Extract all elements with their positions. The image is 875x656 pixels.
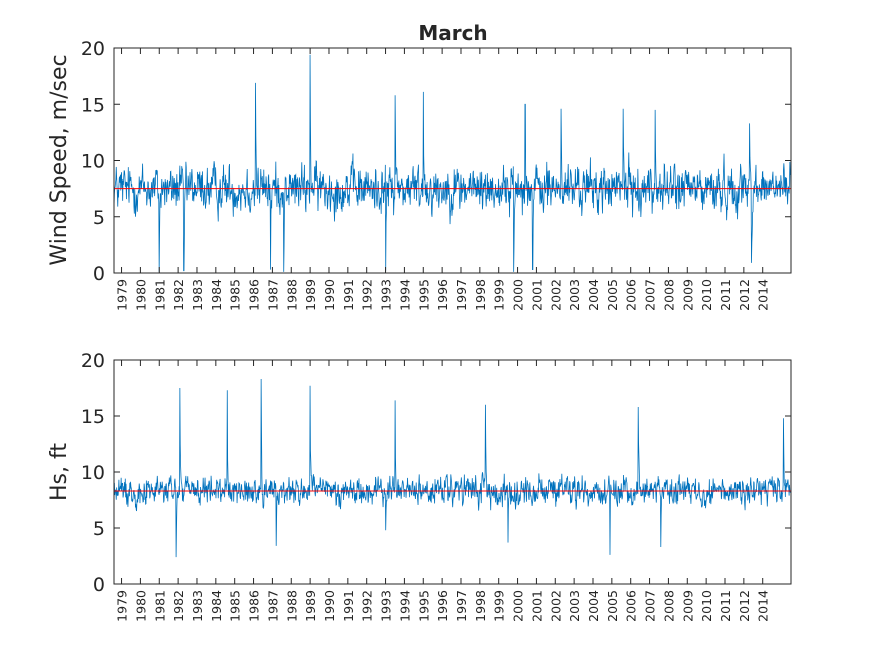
- y-axis-ticks: 0 5 10 15 20: [81, 350, 791, 596]
- x-tick-label: 1998: [473, 590, 488, 622]
- x-tick-label: 1995: [416, 590, 431, 622]
- series-line: [113, 379, 792, 558]
- wave-height-panel: 0 5 10 15 20 1979 1980 1981 1982 1983 1984 1985 198…: [47, 350, 792, 622]
- x-tick-label: 2011: [718, 279, 733, 311]
- x-tick-label: 2011: [718, 590, 733, 622]
- x-tick-label: 1986: [247, 279, 262, 311]
- x-tick-label: 1992: [360, 590, 375, 622]
- x-tick-label: 2008: [661, 279, 676, 311]
- x-tick-label: 1997: [454, 279, 469, 311]
- x-tick-label: 1987: [265, 590, 280, 622]
- y-tick-label: 0: [93, 574, 105, 596]
- y-tick-label: 5: [93, 518, 105, 540]
- x-tick-label: 1990: [322, 279, 337, 311]
- x-tick-label: 1995: [416, 279, 431, 311]
- x-tick-label: 2012: [737, 590, 752, 622]
- x-tick-label: 2010: [699, 279, 714, 311]
- x-tick-label: 2006: [624, 590, 639, 622]
- y-axis-ticks: 0 5 10 15 20: [81, 38, 791, 285]
- x-tick-label: 1991: [341, 590, 356, 622]
- x-tick-label: 2004: [586, 279, 601, 311]
- x-tick-label: 1984: [209, 590, 224, 622]
- x-tick-label: 2010: [699, 590, 714, 622]
- x-tick-label: 2007: [643, 279, 658, 311]
- x-tick-label: 2000: [511, 590, 526, 622]
- x-tick-label: 1981: [152, 590, 167, 622]
- series-layer: [113, 379, 792, 558]
- y-tick-label: 5: [93, 207, 105, 229]
- x-tick-label: 2014: [756, 279, 771, 311]
- x-tick-label: 2007: [643, 590, 658, 622]
- x-tick-label: 1999: [492, 279, 507, 311]
- series-line: [113, 54, 792, 272]
- x-tick-label: 1983: [190, 279, 205, 311]
- x-tick-label: 1980: [133, 279, 148, 311]
- x-tick-label: 1979: [115, 279, 130, 311]
- x-tick-label: 1987: [265, 279, 280, 311]
- x-tick-label: 1985: [228, 279, 243, 311]
- y-tick-label: 15: [81, 94, 105, 116]
- x-tick-label: 1989: [303, 279, 318, 311]
- y-tick-label: 10: [81, 151, 105, 173]
- x-tick-label: 2008: [661, 590, 676, 622]
- x-tick-label: 1982: [171, 590, 186, 622]
- x-tick-label: 2009: [680, 279, 695, 311]
- x-tick-label: 1999: [492, 590, 507, 622]
- x-tick-label: 1998: [473, 279, 488, 311]
- y-tick-label: 20: [81, 350, 105, 372]
- x-tick-label: 1994: [397, 279, 412, 311]
- x-tick-label: 2009: [680, 590, 695, 622]
- x-tick-label: 1996: [435, 590, 450, 622]
- y-tick-label: 10: [81, 462, 105, 484]
- x-tick-label: 1989: [303, 590, 318, 622]
- x-tick-label: 1983: [190, 590, 205, 622]
- x-tick-label: 1984: [209, 279, 224, 311]
- x-tick-label: 2005: [605, 279, 620, 311]
- x-tick-label: 1986: [247, 590, 262, 622]
- plot-area: [114, 360, 791, 584]
- x-tick-label: 1993: [379, 279, 394, 311]
- x-tick-label: 2002: [548, 590, 563, 622]
- y-axis-label: Wind Speed, m/sec: [47, 54, 72, 265]
- x-tick-label: 1990: [322, 590, 337, 622]
- x-tick-label: 1985: [228, 590, 243, 622]
- x-tick-label: 2003: [567, 279, 582, 311]
- x-tick-label: 1981: [152, 279, 167, 311]
- chart-title: March: [418, 21, 487, 45]
- y-tick-label: 20: [81, 38, 105, 60]
- x-tick-label: 1988: [284, 590, 299, 622]
- x-tick-label: 2001: [529, 590, 544, 622]
- y-axis-label: Hs, ft: [47, 443, 72, 501]
- x-tick-label: 1997: [454, 590, 469, 622]
- x-tick-label: 2002: [548, 279, 563, 311]
- x-tick-label: 1979: [115, 590, 130, 622]
- x-axis-ticks: 1979 1980 1981 1982 1983 1984 1985 1986 1987 1988…: [115, 48, 771, 311]
- x-tick-label: 2006: [624, 279, 639, 311]
- x-tick-label: 2012: [737, 279, 752, 311]
- x-tick-label: 1993: [379, 590, 394, 622]
- series-layer: [113, 54, 792, 272]
- x-tick-label: 2000: [511, 279, 526, 311]
- x-tick-label: 1980: [133, 590, 148, 622]
- x-tick-label: 1991: [341, 279, 356, 311]
- x-tick-label: 2005: [605, 590, 620, 622]
- y-tick-label: 15: [81, 406, 105, 428]
- x-tick-label: 1996: [435, 279, 450, 311]
- x-tick-label: 2014: [756, 590, 771, 622]
- plot-area: [114, 48, 791, 273]
- x-tick-label: 1982: [171, 279, 186, 311]
- x-tick-label: 1988: [284, 279, 299, 311]
- x-tick-label: 1994: [397, 590, 412, 622]
- x-tick-label: 2001: [529, 279, 544, 311]
- x-axis-ticks: 1979 1980 1981 1982 1983 1984 1985 1986 1987 1988…: [115, 360, 771, 622]
- x-tick-label: 2003: [567, 590, 582, 622]
- x-tick-label: 2004: [586, 590, 601, 622]
- x-tick-label: 1992: [360, 279, 375, 311]
- y-tick-label: 0: [93, 263, 105, 285]
